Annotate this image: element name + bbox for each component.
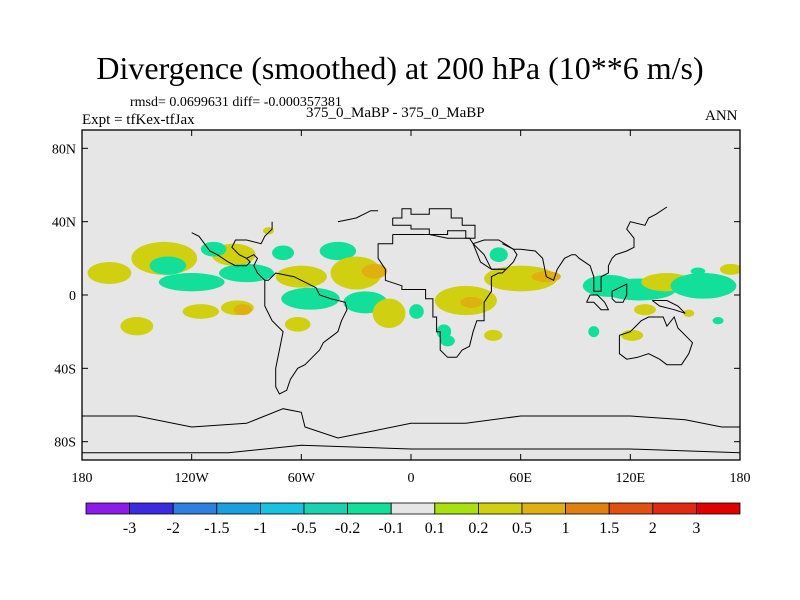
- colorbar-swatch: [565, 502, 610, 515]
- colorbar-swatch: [347, 502, 392, 515]
- x-tick-label: 60W: [288, 471, 316, 486]
- x-tick-label: 120W: [175, 471, 210, 486]
- anomaly-region: [670, 273, 737, 299]
- anomaly-region: [690, 267, 706, 275]
- coastline: [611, 283, 628, 303]
- colorbar-swatch: [521, 502, 566, 515]
- anomaly-region: [149, 256, 187, 275]
- coastline: [618, 315, 694, 366]
- colorbar-swatch: [129, 502, 174, 515]
- y-tick-label: 40S: [54, 362, 76, 377]
- coastline: [651, 300, 686, 314]
- y-tick-label: 80N: [52, 142, 76, 157]
- y-tick-label: 0: [69, 289, 76, 304]
- anomaly-region: [460, 296, 483, 308]
- colorbar-label: 1.5: [599, 520, 619, 537]
- anomaly-region: [275, 265, 327, 288]
- colorbar-swatch: [85, 502, 130, 515]
- x-tick-label: 120E: [616, 471, 646, 486]
- anomaly-region: [372, 298, 406, 329]
- anomaly-region: [87, 262, 132, 284]
- anomaly-region: [712, 317, 724, 325]
- season-label: ANN: [705, 108, 738, 124]
- anomaly-region: [233, 304, 252, 316]
- colorbar-label: 2: [649, 520, 657, 537]
- anomaly-region: [284, 317, 311, 332]
- anomaly-region: [158, 273, 225, 292]
- colorbar-label: -1.5: [204, 520, 229, 537]
- colorbar-label: -2: [167, 520, 180, 537]
- anomaly-region: [489, 247, 508, 262]
- anomaly-region: [440, 335, 455, 347]
- colorbar-label: -0.2: [335, 520, 360, 537]
- anomaly-region: [272, 245, 295, 261]
- colorbar-swatch: [696, 502, 741, 515]
- colorbar-label: 0.5: [512, 520, 532, 537]
- y-tick-label: 80S: [54, 436, 76, 451]
- anomaly-region: [588, 326, 600, 338]
- anomaly-region: [409, 304, 424, 319]
- anomaly-region: [182, 304, 220, 319]
- colorbar-label: 0.1: [425, 520, 445, 537]
- colorbar-label: -0.1: [379, 520, 404, 537]
- anomaly-region: [120, 317, 154, 336]
- coastline: [82, 408, 740, 439]
- colorbar-swatch: [390, 502, 436, 515]
- coastline: [337, 210, 379, 223]
- colorbar-swatch: [259, 502, 305, 515]
- colorbar-swatch: [477, 502, 523, 515]
- colorbar-label: -0.5: [291, 520, 316, 537]
- colorbar-label: 1: [562, 520, 570, 537]
- anomaly-region: [200, 241, 227, 257]
- anomaly-region: [719, 263, 740, 275]
- experiment-label: Expt = tfKex-tfJax: [82, 112, 195, 128]
- colorbar-swatch: [608, 502, 654, 515]
- coastline: [586, 294, 610, 311]
- y-tick-label: 40N: [52, 216, 76, 231]
- anomaly-region: [621, 329, 644, 341]
- coastline: [377, 234, 508, 358]
- coastline: [502, 206, 668, 292]
- coastline: [246, 254, 266, 281]
- case-label: 375_0_MaBP - 375_0_MaBP: [306, 105, 485, 121]
- x-tick-label: 180: [730, 471, 751, 486]
- anomaly-region: [219, 263, 274, 283]
- x-tick-label: 60E: [509, 471, 532, 486]
- coastline: [264, 272, 348, 395]
- stats-label: rmsd= 0.0699631 diff= -0.000357381: [130, 95, 342, 110]
- anomaly-region: [319, 241, 357, 261]
- x-tick-label: 180: [72, 471, 93, 486]
- coastline: [472, 239, 518, 270]
- colorbar-swatch: [652, 502, 697, 515]
- chart-title: Divergence (smoothed) at 200 hPa (10**6 …: [96, 50, 704, 86]
- anomaly-region: [262, 227, 274, 235]
- colorbar-swatch: [172, 502, 218, 515]
- anomaly-region: [281, 287, 340, 310]
- colorbar-label: -3: [123, 520, 136, 537]
- x-tick-label: 0: [408, 471, 415, 486]
- anomaly-region: [484, 329, 503, 341]
- colorbar-swatch: [216, 502, 261, 515]
- anomaly-region: [683, 309, 695, 318]
- anomaly-region: [633, 304, 656, 316]
- colorbar-label: 3: [692, 520, 700, 537]
- anomaly-region: [361, 263, 388, 279]
- colorbar-label: 0.2: [468, 520, 488, 537]
- colorbar-swatch: [303, 502, 348, 515]
- coastline: [392, 208, 476, 239]
- colorbar-swatch: [434, 502, 479, 515]
- colorbar-label: -1: [254, 520, 267, 537]
- coastline: [82, 444, 740, 454]
